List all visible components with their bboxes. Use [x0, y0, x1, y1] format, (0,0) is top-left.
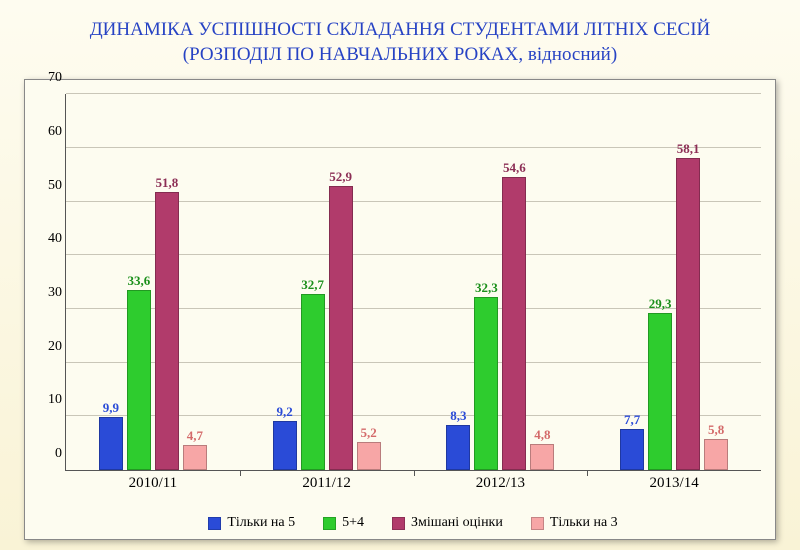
y-axis-tick: 10 [36, 392, 62, 408]
bar: 9,9 [99, 417, 123, 470]
bar-value-label: 9,9 [103, 400, 119, 416]
bar-value-label: 5,8 [708, 422, 724, 438]
bar-value-label: 8,3 [450, 408, 466, 424]
y-axis-tick: 70 [36, 70, 62, 86]
bar-group: 8,332,354,64,8 [446, 177, 554, 470]
bar: 5,2 [357, 442, 381, 470]
bar: 7,7 [620, 429, 644, 470]
bar-value-label: 4,7 [187, 428, 203, 444]
x-axis-tick: 2013/14 [650, 475, 699, 492]
legend-item: Тільки на 5 [208, 515, 295, 531]
x-axis-tick: 2010/11 [129, 475, 178, 492]
bar: 33,6 [127, 290, 151, 470]
bar-value-label: 52,9 [329, 169, 352, 185]
bar: 32,3 [474, 297, 498, 470]
bar: 5,8 [704, 439, 728, 470]
bar: 8,3 [446, 425, 470, 470]
bar-value-label: 29,3 [649, 296, 672, 312]
y-axis-tick: 60 [36, 124, 62, 140]
legend-swatch [392, 517, 405, 530]
title-line-1: ДИНАМІКА УСПІШНОСТІ СКЛАДАННЯ СТУДЕНТАМИ… [90, 19, 711, 40]
legend: Тільки на 5 5+4 Змішані оцінки Тільки на 3 [65, 515, 761, 531]
bar-group: 9,933,651,84,7 [99, 192, 207, 470]
bar-group: 7,729,358,15,8 [620, 158, 728, 470]
bar-value-label: 5,2 [361, 425, 377, 441]
bar: 29,3 [648, 313, 672, 470]
x-axis-tick: 2012/13 [476, 475, 525, 492]
grid-line [66, 147, 761, 148]
x-axis-divider [414, 470, 415, 476]
x-axis-divider [587, 470, 588, 476]
bar: 32,7 [301, 294, 325, 470]
bar-value-label: 9,2 [277, 404, 293, 420]
bar: 4,8 [530, 444, 554, 470]
y-axis-tick: 30 [36, 285, 62, 301]
bar: 4,7 [183, 445, 207, 470]
bar: 54,6 [502, 177, 526, 470]
legend-item: Змішані оцінки [392, 515, 503, 531]
legend-swatch [531, 517, 544, 530]
bar-value-label: 4,8 [534, 427, 550, 443]
legend-label: Тільки на 3 [550, 515, 618, 531]
grid-line [66, 93, 761, 94]
bar: 52,9 [329, 186, 353, 470]
x-axis-divider [240, 470, 241, 476]
legend-swatch [323, 517, 336, 530]
bar-group: 9,232,752,95,2 [273, 186, 381, 470]
legend-label: Змішані оцінки [411, 515, 503, 531]
bar: 51,8 [155, 192, 179, 470]
bar: 58,1 [676, 158, 700, 470]
legend-label: Тільки на 5 [227, 515, 295, 531]
bar-value-label: 7,7 [624, 412, 640, 428]
plot-frame: 0102030405060709,933,651,84,72010/119,23… [24, 79, 776, 540]
legend-item: Тільки на 3 [531, 515, 618, 531]
bar-value-label: 32,3 [475, 280, 498, 296]
title-line-2: (РОЗПОДІЛ ПО НАВЧАЛЬНИХ РОКАХ, відносний… [183, 44, 617, 65]
y-axis-tick: 40 [36, 231, 62, 247]
y-axis-tick: 50 [36, 178, 62, 194]
y-axis-tick: 20 [36, 339, 62, 355]
bar: 9,2 [273, 421, 297, 470]
legend-item: 5+4 [323, 515, 364, 531]
chart-title: ДИНАМІКА УСПІШНОСТІ СКЛАДАННЯ СТУДЕНТАМИ… [24, 18, 776, 67]
slide: ДИНАМІКА УСПІШНОСТІ СКЛАДАННЯ СТУДЕНТАМИ… [0, 0, 800, 550]
plot-area: 0102030405060709,933,651,84,72010/119,23… [65, 94, 761, 471]
legend-label: 5+4 [342, 515, 364, 531]
legend-swatch [208, 517, 221, 530]
bar-value-label: 33,6 [128, 273, 151, 289]
bar-value-label: 58,1 [677, 141, 700, 157]
bar-value-label: 54,6 [503, 160, 526, 176]
y-axis-tick: 0 [36, 446, 62, 462]
bar-value-label: 51,8 [156, 175, 179, 191]
bar-value-label: 32,7 [301, 277, 324, 293]
x-axis-tick: 2011/12 [302, 475, 351, 492]
